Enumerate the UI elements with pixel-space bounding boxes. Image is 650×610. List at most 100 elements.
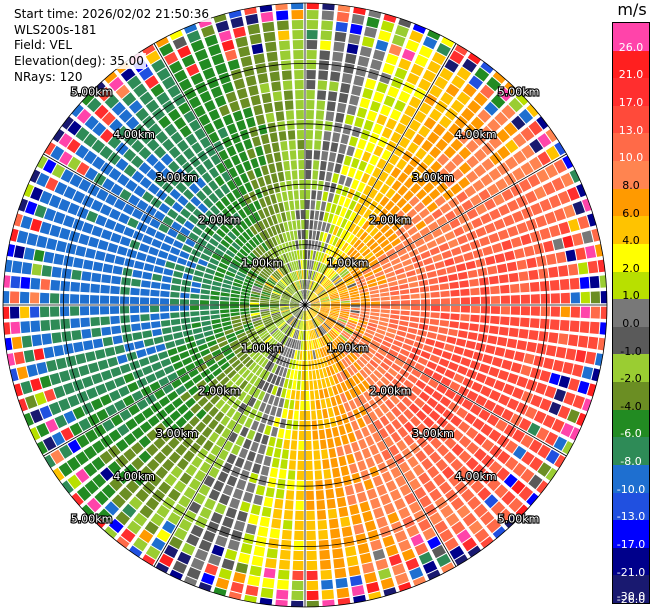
velocity-gate	[462, 377, 474, 388]
velocity-gate	[227, 266, 238, 274]
velocity-gate	[85, 351, 96, 362]
velocity-gate	[400, 310, 410, 316]
velocity-gate	[346, 280, 356, 286]
velocity-gate	[291, 307, 300, 312]
velocity-gate	[188, 429, 200, 441]
velocity-gate	[321, 265, 328, 274]
velocity-gate	[520, 162, 534, 176]
velocity-gate	[213, 458, 225, 470]
velocity-gate	[20, 380, 33, 395]
velocity-gate	[245, 523, 257, 535]
velocity-gate	[164, 544, 179, 559]
velocity-gate	[252, 285, 262, 291]
velocity-gate	[290, 305, 299, 307]
velocity-gate	[51, 332, 62, 344]
velocity-gate	[357, 182, 366, 193]
colorbar-tick-label: -2.0	[620, 372, 642, 386]
velocity-gate	[336, 227, 344, 238]
velocity-gate	[472, 464, 487, 478]
velocity-gate	[502, 214, 515, 227]
velocity-gate	[346, 145, 355, 157]
velocity-gate	[409, 478, 421, 491]
velocity-gate	[387, 276, 397, 283]
velocity-gate	[123, 433, 137, 446]
velocity-gate	[456, 529, 472, 544]
velocity-gate	[408, 281, 419, 288]
velocity-gate	[302, 310, 304, 320]
velocity-gate	[437, 430, 450, 442]
velocity-gate	[451, 429, 464, 442]
velocity-gate	[406, 333, 416, 340]
velocity-gate	[284, 290, 292, 297]
velocity-gate	[289, 231, 295, 241]
velocity-gate	[397, 414, 408, 425]
velocity-gate	[306, 30, 318, 40]
velocity-gate	[510, 236, 522, 248]
velocity-gate	[419, 226, 431, 237]
velocity-gate	[577, 215, 590, 230]
velocity-gate	[188, 96, 202, 109]
velocity-gate	[390, 76, 404, 89]
velocity-gate	[300, 260, 303, 270]
velocity-gate	[100, 284, 110, 294]
velocity-gate	[422, 444, 435, 456]
velocity-gate	[33, 249, 45, 262]
velocity-gate	[481, 158, 495, 171]
azimuth-spoke	[153, 304, 306, 567]
velocity-gate	[104, 253, 116, 264]
velocity-gate	[265, 321, 274, 328]
velocity-gate	[496, 467, 510, 482]
velocity-gate	[518, 486, 534, 502]
velocity-gate	[266, 548, 278, 559]
velocity-gate	[553, 388, 566, 402]
velocity-gate	[305, 220, 309, 230]
velocity-gate	[39, 221, 52, 235]
velocity-gate	[372, 384, 382, 394]
velocity-gate	[11, 260, 23, 274]
velocity-gate	[421, 139, 433, 152]
velocity-gate	[320, 439, 327, 450]
velocity-gate	[449, 381, 461, 392]
velocity-gate	[271, 311, 281, 316]
velocity-gate	[176, 257, 188, 266]
velocity-gate	[300, 290, 304, 300]
velocity-gate	[84, 480, 99, 495]
velocity-gate	[568, 378, 580, 392]
velocity-gate	[549, 279, 560, 291]
velocity-gate	[197, 396, 209, 407]
velocity-gate	[55, 357, 67, 370]
velocity-gate	[277, 171, 285, 182]
velocity-gate	[545, 129, 558, 143]
velocity-gate	[245, 13, 259, 25]
velocity-gate	[460, 306, 470, 313]
velocity-gate	[389, 489, 402, 501]
velocity-gate	[320, 569, 333, 580]
velocity-gate	[30, 320, 41, 333]
velocity-gate	[78, 178, 92, 192]
velocity-gate	[210, 444, 222, 456]
velocity-gate	[431, 228, 443, 238]
velocity-gate	[267, 278, 276, 286]
velocity-gate	[172, 560, 188, 574]
velocity-gate	[384, 399, 395, 410]
velocity-gate	[250, 95, 261, 106]
velocity-gate	[203, 122, 215, 135]
velocity-gate	[176, 233, 187, 243]
velocity-gate	[351, 13, 365, 25]
velocity-gate	[354, 482, 365, 493]
velocity-gate	[265, 41, 277, 52]
velocity-gate	[83, 462, 98, 477]
velocity-gate	[558, 221, 571, 235]
velocity-gate	[259, 305, 269, 308]
velocity-gate	[294, 520, 304, 530]
velocity-gate	[557, 405, 571, 420]
velocity-gate	[245, 117, 256, 128]
velocity-gate	[491, 356, 503, 368]
velocity-gate	[293, 370, 298, 380]
velocity-gate	[232, 572, 246, 584]
velocity-gate	[466, 230, 478, 241]
velocity-gate	[567, 186, 580, 201]
velocity-gate	[398, 539, 412, 552]
colorbar-tick-label: -1.0	[620, 344, 642, 358]
velocity-gate	[194, 270, 204, 277]
